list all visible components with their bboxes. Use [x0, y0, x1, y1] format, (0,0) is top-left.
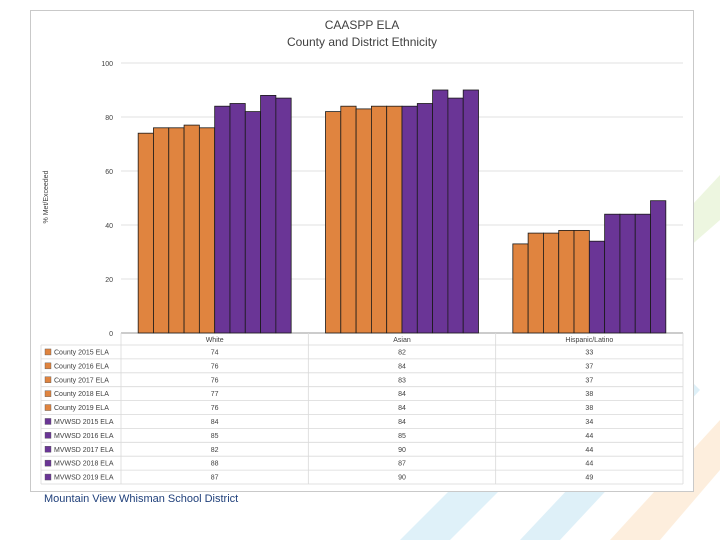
legend-series-label: MVWSD 2018 ELA — [54, 461, 114, 468]
chart-subtitle: County and District Ethnicity — [287, 35, 437, 49]
bar-county-2016-ela-white — [153, 127, 170, 334]
table-cell-value: 83 — [398, 377, 406, 384]
legend-series-label: MVWSD 2017 ELA — [54, 447, 114, 454]
table-cell-value: 76 — [211, 363, 219, 370]
bar-county-2015-ela-hispanic-latino — [512, 243, 529, 334]
bar-mvwsd-2015-ela-hispanic-latino — [588, 240, 606, 334]
legend-series-label: MVWSD 2015 ELA — [54, 419, 114, 426]
bar-mvwsd-2016-ela-asian — [416, 103, 433, 334]
legend-swatch — [44, 348, 52, 356]
y-tick-label: 0 — [109, 331, 113, 338]
table-column-header: White — [206, 337, 224, 344]
bar-mvwsd-2019-ela-hispanic-latino — [650, 200, 667, 334]
table-cell-value: 82 — [398, 349, 406, 356]
bar-mvwsd-2017-ela-hispanic-latino — [619, 213, 636, 334]
table-cell-value: 84 — [398, 363, 406, 370]
bar-county-2018-ela-asian — [370, 105, 388, 334]
table-cell-value: 76 — [211, 377, 219, 384]
table-cell-value: 85 — [398, 433, 406, 440]
bar-mvwsd-2015-ela-asian — [401, 105, 418, 334]
bar-county-2019-ela-hispanic-latino — [573, 229, 590, 334]
table-cell-value: 38 — [585, 391, 593, 398]
table-cell-value: 82 — [211, 447, 219, 454]
legend-swatch — [44, 376, 52, 383]
table-cell-value: 90 — [398, 447, 406, 454]
y-axis-label: % Met/Exceeded — [43, 170, 50, 223]
y-tick-label: 100 — [101, 61, 113, 68]
bar-mvwsd-2018-ela-asian — [447, 97, 464, 334]
data-table: White Asian Hispanic/Latino County 2015 ELA… — [40, 333, 684, 485]
bar-chart: CAASPP ELA County and District Ethnicity… — [40, 18, 684, 485]
bar-county-2016-ela-hispanic-latino — [527, 232, 544, 334]
y-tick-label: 80 — [105, 115, 113, 122]
table-cell-value: 37 — [585, 363, 593, 370]
table-cell-value: 76 — [211, 405, 219, 412]
bar-county-2018-ela-white — [183, 124, 200, 334]
legend-series-label: MVWSD 2016 ELA — [54, 433, 114, 440]
legend-swatch — [44, 473, 52, 481]
table-cell-value: 74 — [211, 349, 219, 356]
bar-county-2015-ela-asian — [325, 111, 342, 334]
table-cell-value: 87 — [398, 461, 406, 468]
bars — [137, 89, 667, 334]
bar-county-2019-ela-asian — [386, 105, 403, 334]
bar-mvwsd-2015-ela-white — [214, 105, 231, 334]
table-cell-value: 84 — [398, 405, 406, 412]
legend-swatch — [44, 459, 52, 467]
bar-county-2019-ela-white — [198, 127, 216, 334]
table-cell-value: 90 — [398, 475, 406, 482]
legend-swatch — [44, 390, 52, 397]
bar-county-2017-ela-white — [168, 127, 185, 334]
table-cell-value: 85 — [211, 433, 219, 440]
legend-series-label: County 2015 ELA — [54, 349, 109, 356]
footer-organization: Mountain View Whisman School District — [44, 493, 239, 505]
table-column-header: Asian — [393, 337, 411, 344]
bar-county-2016-ela-asian — [340, 105, 357, 334]
legend-series-label: County 2016 ELA — [54, 363, 109, 370]
legend-swatch — [44, 446, 52, 453]
chart-frame: CAASPP ELA County and District Ethnicity… — [30, 10, 694, 492]
chart-title: CAASPP ELA — [325, 18, 399, 32]
table-cell-value: 84 — [398, 391, 406, 398]
table-cell-value: 88 — [211, 461, 219, 468]
table-cell-value: 44 — [585, 461, 593, 468]
table-cell-value: 44 — [585, 433, 593, 440]
table-cell-value: 77 — [211, 391, 219, 398]
table-column-header: Hispanic/Latino — [565, 337, 613, 344]
bar-county-2018-ela-hispanic-latino — [558, 229, 575, 334]
table-cell-value: 38 — [585, 405, 593, 412]
bar-county-2015-ela-white — [137, 132, 154, 334]
table-cell-value: 37 — [585, 377, 593, 384]
table-cell-value: 84 — [398, 419, 406, 426]
table-cell-value: 34 — [585, 419, 593, 426]
y-tick-label: 40 — [105, 223, 113, 230]
legend-swatch — [44, 418, 52, 425]
bar-mvwsd-2018-ela-hispanic-latino — [634, 213, 651, 334]
bar-mvwsd-2019-ela-asian — [462, 89, 479, 334]
y-tick-label: 60 — [105, 169, 113, 176]
table-cell-value: 44 — [585, 447, 593, 454]
bar-mvwsd-2016-ela-hispanic-latino — [604, 213, 621, 334]
bar-mvwsd-2019-ela-white — [275, 97, 292, 334]
bar-mvwsd-2017-ela-white — [244, 111, 261, 334]
table-cell-value: 33 — [585, 349, 593, 356]
legend-series-label: County 2017 ELA — [54, 377, 109, 384]
y-tick-labels: 0 20 40 60 80 100 — [101, 61, 113, 338]
table-cell-value: 87 — [211, 475, 219, 482]
bar-county-2017-ela-asian — [355, 108, 372, 334]
legend-series-label: County 2018 ELA — [54, 391, 109, 398]
bar-mvwsd-2018-ela-white — [260, 95, 277, 334]
y-tick-label: 20 — [105, 277, 113, 284]
legend-swatch — [44, 362, 52, 370]
bar-mvwsd-2016-ela-white — [229, 103, 246, 334]
legend-series-label: County 2019 ELA — [54, 405, 109, 412]
legend-swatch — [44, 404, 52, 411]
legend-swatch — [44, 432, 52, 439]
table-cell-value: 49 — [585, 475, 593, 482]
legend-series-label: MVWSD 2019 ELA — [54, 475, 114, 482]
table-cell-value: 84 — [211, 419, 219, 426]
bar-county-2017-ela-hispanic-latino — [543, 232, 560, 334]
bar-mvwsd-2017-ela-asian — [432, 89, 449, 334]
